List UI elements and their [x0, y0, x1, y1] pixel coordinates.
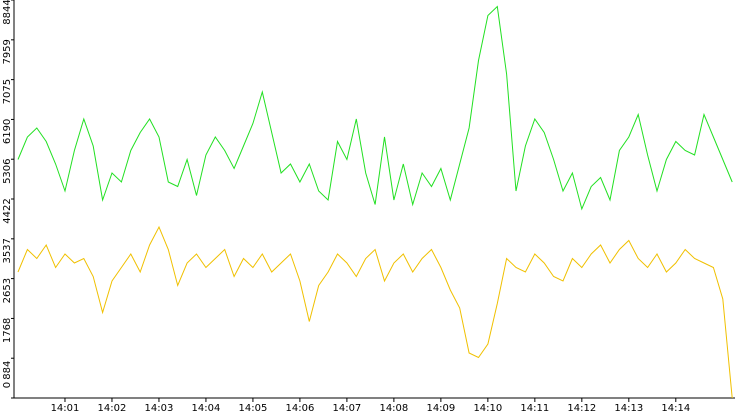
y-tick-label: 1768 [2, 318, 13, 343]
series-line [17, 225, 733, 399]
y-tick-label: 7075 [2, 79, 13, 104]
x-tick-label: 14:11 [520, 403, 549, 414]
series-line [17, 5, 733, 211]
x-tick-label: 14:07 [332, 403, 361, 414]
x-tick-label: 14:12 [567, 403, 596, 414]
y-tick-label: 8844 [2, 0, 13, 25]
x-tick-label: 14:01 [51, 403, 80, 414]
y-tick-label: 5306 [2, 158, 13, 183]
x-tick-label: 14:06 [285, 403, 314, 414]
x-tick-label: 14:04 [192, 403, 221, 414]
y-tick-label: 0 [2, 382, 13, 388]
y-tick-label: 7959 [2, 39, 13, 64]
y-tick-label: 884 [2, 361, 13, 380]
x-tick-label: 14:08 [379, 403, 408, 414]
x-tick-label: 14:02 [98, 403, 127, 414]
x-tick-label: 14:09 [426, 403, 455, 414]
x-tick-label: 14:05 [239, 403, 268, 414]
y-tick-label: 2653 [2, 278, 13, 303]
y-tick-label: 4422 [2, 198, 13, 223]
y-tick-label: 3537 [2, 238, 13, 263]
x-tick-label: 14:10 [473, 403, 502, 414]
x-tick-label: 14:14 [661, 403, 690, 414]
x-tick-label: 14:13 [614, 403, 643, 414]
y-tick-label: 6190 [2, 119, 13, 144]
x-tick-label: 14:03 [145, 403, 174, 414]
